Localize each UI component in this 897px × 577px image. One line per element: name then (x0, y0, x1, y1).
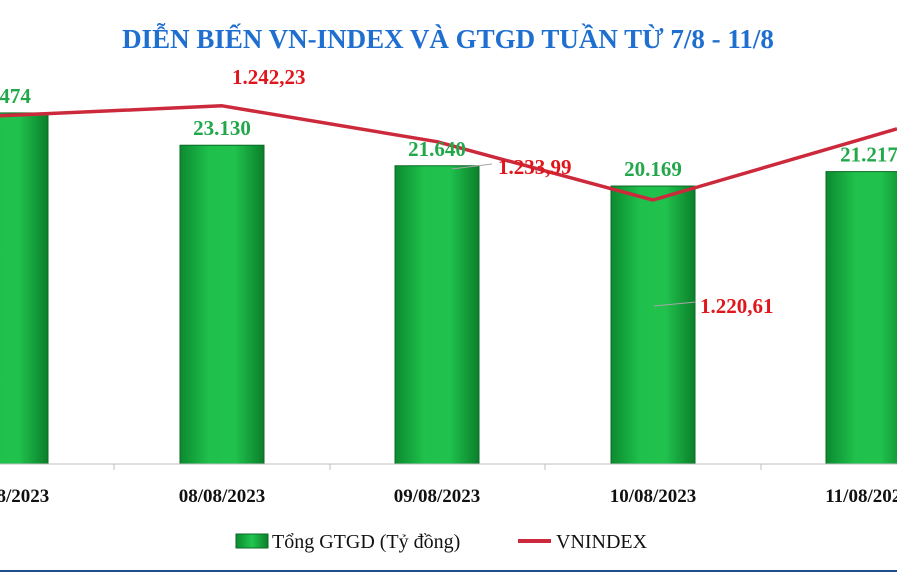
vnindex-value-label-08/08/2023: 1.242,23 (232, 65, 306, 89)
bar-10/08/2023 (610, 185, 696, 465)
bars-layer (0, 112, 897, 465)
bar-09/08/2023 (394, 165, 480, 465)
x-tick-label-09/08/2023: 09/08/2023 (394, 486, 481, 507)
bar-value-label-08/08/2023: 23.130 (193, 116, 251, 140)
x-axis: 07/08/2023 08/08/2023 09/08/2023 10/08/2023… (0, 463, 897, 507)
x-tick-label-07/08/2023: 07/08/2023 (0, 486, 49, 507)
chart-title: DIỄN BIẾN VN-INDEX VÀ GTGD TUẦN TỪ 7/8 -… (122, 23, 774, 54)
bar-value-label-11/08/2023: 21.217 (840, 143, 897, 167)
legend-label-bar: Tổng GTGD (Tỷ đồng) (272, 531, 460, 553)
legend: Tổng GTGD (Tỷ đồng) VNINDEX (235, 531, 648, 553)
line-label-leader-09/08/2023 (451, 163, 493, 170)
x-tick-label-11/08/2023: 11/08/2023 (825, 486, 897, 507)
x-tick-label-08/08/2023: 08/08/2023 (179, 486, 266, 507)
bar-value-label-09/08/2023: 21.640 (408, 137, 466, 161)
legend-label-line: VNINDEX (556, 531, 648, 553)
bar-value-label-10/08/2023: 20.169 (624, 157, 682, 181)
vnindex-value-label-09/08/2023: 1.233,99 (498, 155, 572, 179)
line-layer (0, 104, 897, 202)
bar-07/08/2023 (0, 112, 49, 465)
bar-11/08/2023 (825, 171, 897, 465)
bar-08/08/2023 (179, 144, 265, 465)
legend-swatch-bar (235, 533, 269, 549)
bar-value-label-07/08/2023: 25.474 (0, 84, 31, 108)
vnindex-value-label-10/08/2023: 1.220,61 (700, 294, 774, 318)
x-tick-label-10/08/2023: 10/08/2023 (610, 486, 697, 507)
labels-layer: 25.474 23.130 21.640 20.169 21.217 1.242,23 1.… (0, 65, 897, 318)
line-label-leader-10/08/2023 (653, 301, 697, 307)
chart-frame-bottom (0, 570, 897, 572)
